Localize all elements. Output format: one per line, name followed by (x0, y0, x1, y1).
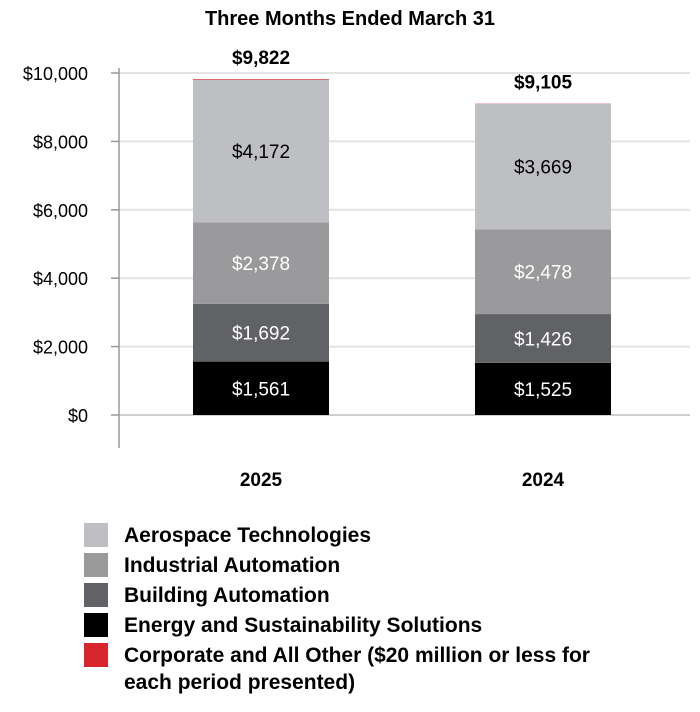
legend-item-industrial: Industrial Automation (84, 552, 684, 579)
bar-segment-label: $1,692 (232, 324, 290, 345)
bar-segment-label: $2,378 (232, 254, 290, 275)
y-tick-label: $6,000 (33, 201, 88, 221)
legend-swatch-corporate (84, 643, 108, 667)
legend-label-industrial: Industrial Automation (124, 554, 341, 577)
chart-legend: Aerospace Technologies Industrial Automa… (84, 522, 684, 699)
bar-segment-2025 (193, 222, 329, 304)
y-tick-label: $8,000 (33, 132, 88, 152)
y-tick-label: $0 (68, 406, 88, 426)
bar-total-label: $9,822 (232, 48, 290, 69)
legend-item-corporate: Corporate and All Other ($20 million or … (84, 642, 684, 696)
y-tick-label: $4,000 (33, 269, 88, 289)
bar-segment-2025 (193, 303, 329, 362)
bar-segment-label: $1,525 (514, 380, 572, 401)
bar-segment-2024 (475, 314, 611, 363)
stacked-bar-chart: $0 $2,000 $4,000 $6,000 $8,000 $10,000 $1,561 $… (23, 48, 690, 491)
bar-segment-label: $1,426 (514, 329, 572, 350)
bar-segment-label: $1,561 (232, 379, 290, 400)
chart-title: Three Months Ended March 31 (204, 8, 496, 30)
bar-segment-2024 (475, 362, 611, 415)
bar-segment-2024 (475, 103, 611, 230)
legend-label-aerospace: Aerospace Technologies (124, 524, 372, 547)
legend-label-corporate: Corporate and All Other ($20 million or … (124, 644, 590, 694)
legend-swatch-building (84, 583, 108, 607)
legend-item-energy: Energy and Sustainability Solutions (84, 612, 684, 639)
y-tick-label: $10,000 (23, 64, 88, 84)
x-tick-label: 2025 (240, 470, 283, 491)
legend-swatch-aerospace (84, 523, 108, 547)
bar-segment-2025 (193, 361, 329, 415)
y-tick-label: $2,000 (33, 338, 88, 358)
legend-swatch-industrial (84, 553, 108, 577)
bar-segment-2025 (193, 79, 329, 223)
legend-item-aerospace: Aerospace Technologies (84, 522, 684, 549)
bar-segment-label: $4,172 (232, 142, 290, 163)
bar-total-label: $9,105 (514, 73, 573, 94)
x-tick-label: 2024 (522, 470, 565, 491)
bar-segment-2025 (193, 79, 329, 80)
legend-swatch-energy (84, 613, 108, 637)
legend-label-energy: Energy and Sustainability Solutions (124, 614, 483, 637)
bar-segment-2024 (475, 229, 611, 315)
legend-item-building: Building Automation (84, 582, 684, 609)
bar-segment-label: $3,669 (514, 158, 572, 179)
bar-segment-label: $2,478 (514, 263, 572, 284)
legend-label-building: Building Automation (124, 584, 330, 607)
